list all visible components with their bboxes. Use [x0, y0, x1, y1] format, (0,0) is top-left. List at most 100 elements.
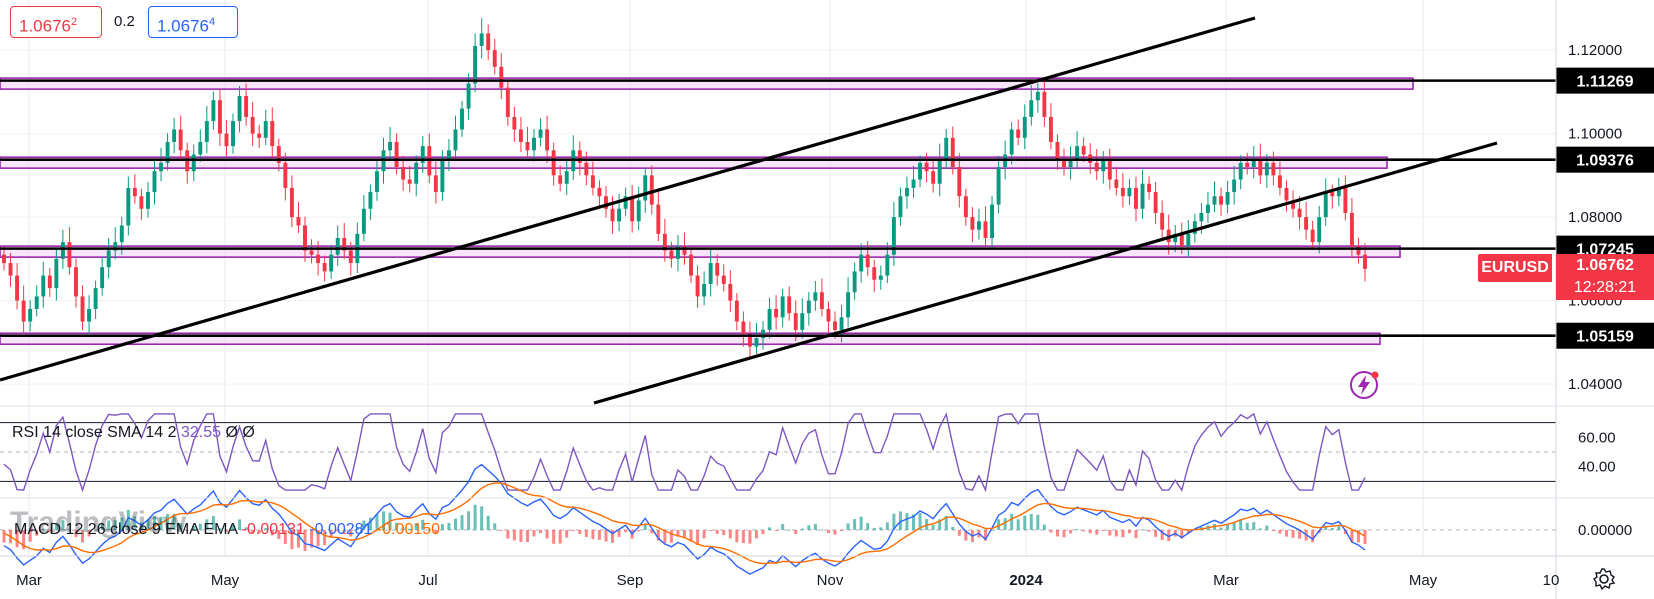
- candle-body: [1081, 146, 1086, 155]
- candle-body: [60, 242, 65, 259]
- rsi-tick-label: 40.00: [1578, 459, 1616, 476]
- candle-body: [859, 254, 864, 272]
- macd-histogram-bar: [1062, 530, 1066, 538]
- macd-histogram-bar: [120, 517, 124, 530]
- candle: [983, 206, 988, 246]
- macd-histogram-bar: [761, 530, 765, 535]
- candle: [669, 241, 674, 268]
- candle-body: [525, 141, 530, 151]
- candle-body: [931, 171, 936, 184]
- candle-body: [532, 137, 536, 151]
- level-tag-label: 1.11269: [1577, 74, 1634, 91]
- candle-body: [139, 196, 144, 209]
- macd-histogram-bar: [1337, 526, 1341, 530]
- candle-body: [244, 96, 249, 117]
- macd-histogram-bar: [689, 530, 693, 542]
- candle: [898, 187, 903, 226]
- macd-histogram-bar: [342, 530, 346, 535]
- macd-histogram-bar: [87, 530, 91, 537]
- candle-body: [780, 296, 785, 318]
- candle: [1343, 175, 1348, 221]
- macd-histogram-bar: [382, 511, 386, 530]
- price-tick-label: 1.12000: [1568, 42, 1622, 59]
- candle: [1140, 169, 1145, 219]
- flash-icon[interactable]: [1348, 369, 1380, 401]
- candle-body: [1062, 158, 1066, 168]
- macd-histogram-bar: [126, 509, 130, 530]
- candle: [826, 301, 831, 333]
- candle-body: [1330, 192, 1335, 197]
- candle-body: [1277, 175, 1282, 188]
- time-tick-label: 2024: [1009, 572, 1043, 589]
- candle: [132, 174, 137, 204]
- candle-body: [159, 162, 163, 172]
- candle-body: [1310, 229, 1315, 243]
- macd-histogram-bar: [833, 530, 837, 535]
- candle-body: [689, 254, 694, 276]
- candle: [165, 133, 170, 171]
- candle-body: [545, 129, 550, 151]
- candle: [1206, 192, 1210, 223]
- candle-body: [702, 283, 707, 297]
- candle: [545, 115, 550, 163]
- macd-histogram-bar: [669, 530, 673, 543]
- macd-histogram-bar: [362, 520, 366, 530]
- candle: [309, 239, 314, 264]
- candle: [407, 165, 412, 193]
- candle: [1022, 104, 1027, 150]
- candle: [41, 261, 46, 308]
- candle: [420, 136, 425, 173]
- candle: [1323, 178, 1328, 226]
- macd-histogram-bar: [545, 530, 549, 539]
- gear-icon[interactable]: [1592, 567, 1616, 591]
- candle: [1062, 148, 1066, 176]
- macd-histogram-bar: [54, 523, 58, 530]
- candle-body: [296, 217, 301, 226]
- candle-body: [1199, 212, 1204, 222]
- price-tick-label: 1.08000: [1568, 209, 1622, 226]
- candle: [54, 248, 59, 301]
- macd-histogram-bar: [1095, 530, 1099, 535]
- candle-body: [590, 175, 595, 188]
- candle-body: [204, 121, 209, 142]
- bid-price-box[interactable]: 1.06762: [10, 6, 102, 38]
- candle: [617, 193, 622, 232]
- macd-histogram-bar: [28, 530, 32, 542]
- candle-body: [80, 296, 85, 322]
- macd-histogram-bar: [1141, 529, 1145, 531]
- macd-histogram-bar: [368, 517, 372, 530]
- macd-histogram-bar: [813, 523, 817, 530]
- candle-body: [335, 237, 340, 255]
- macd-histogram-bar: [898, 511, 902, 530]
- candle: [244, 83, 249, 126]
- macd-histogram-bar: [532, 530, 536, 537]
- candle: [1291, 190, 1295, 218]
- candle: [1186, 220, 1191, 258]
- candle-body: [728, 283, 733, 301]
- candle-body: [1349, 212, 1354, 247]
- macd-histogram-bar: [408, 528, 412, 530]
- macd-histogram-bar: [637, 530, 641, 532]
- macd-histogram-bar: [41, 528, 45, 530]
- macd-histogram-bar: [100, 523, 104, 530]
- candle: [257, 124, 262, 148]
- macd-histogram-bar: [820, 529, 824, 531]
- macd-histogram-bar: [414, 523, 418, 530]
- candle: [47, 268, 52, 297]
- candle: [28, 300, 33, 332]
- macd-histogram-bar: [1016, 519, 1020, 530]
- candle: [636, 186, 641, 231]
- ask-price-box[interactable]: 1.06764: [148, 6, 238, 38]
- candle-body: [518, 129, 523, 142]
- macd-histogram-bar: [885, 522, 889, 530]
- macd-histogram-bar: [1121, 530, 1125, 538]
- candle-body: [1323, 192, 1328, 218]
- macd-histogram-bar: [1010, 513, 1014, 530]
- candle-body: [126, 187, 131, 226]
- candle-body: [793, 313, 798, 330]
- macd-histogram-bar: [152, 516, 156, 530]
- candle: [401, 155, 406, 191]
- candle-body: [119, 225, 124, 243]
